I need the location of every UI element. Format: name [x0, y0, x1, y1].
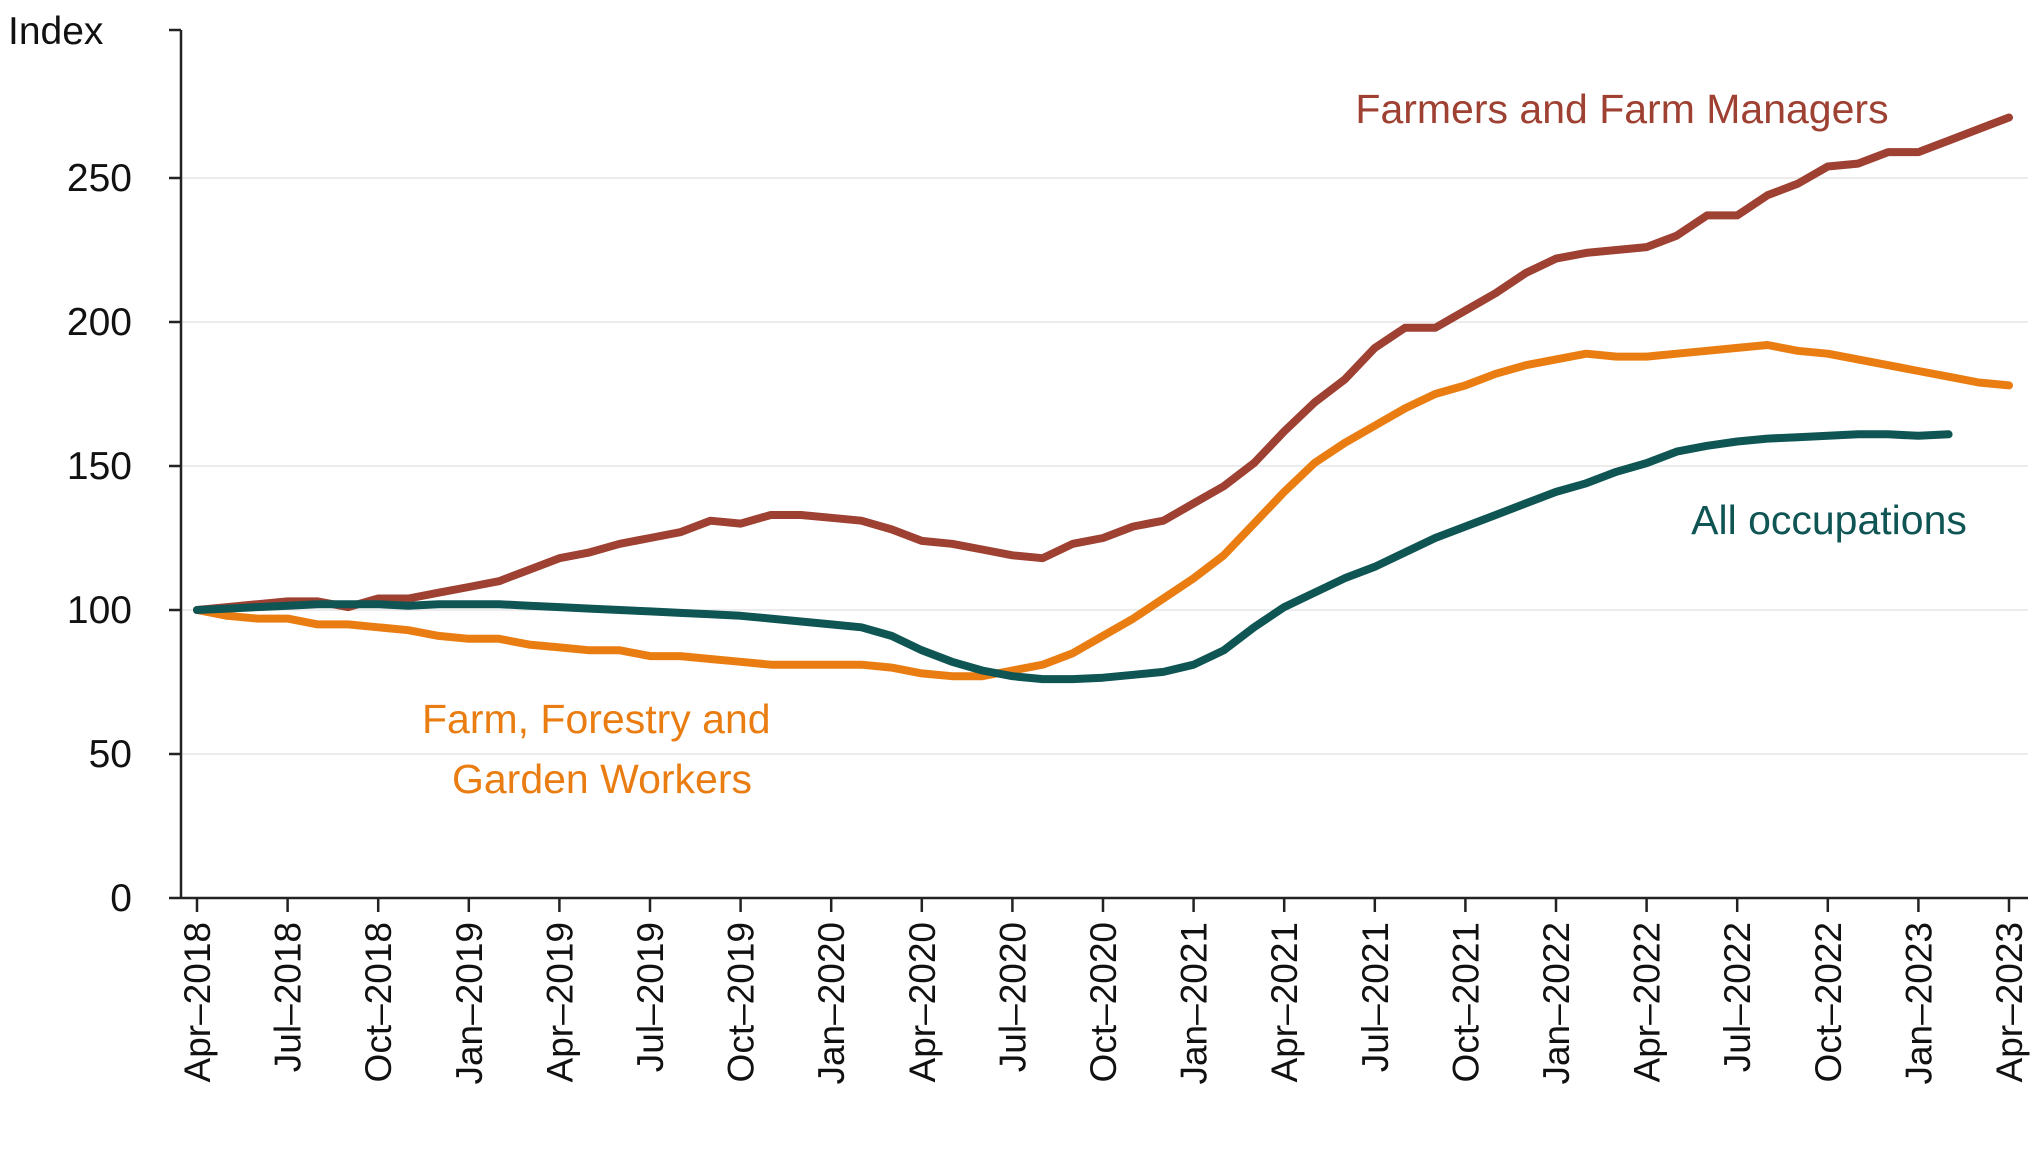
- y-ticks: 0 50 100 150 200 250: [67, 157, 181, 920]
- x-tick-label: Jan–2021: [1174, 922, 1215, 1085]
- x-tick-label: Apr–2018: [177, 922, 218, 1082]
- y-tick-label: 250: [67, 157, 132, 200]
- series-line-farm-forestry-and-garden-workers: [193, 341, 2013, 681]
- x-tick-label: Jan–2019: [449, 922, 490, 1085]
- series-line-farmers-and-farm-managers: [193, 113, 2013, 614]
- x-tick-label: Jul–2020: [992, 922, 1033, 1072]
- y-tick-label: 100: [67, 589, 132, 632]
- x-tick-label: Apr–2021: [1264, 922, 1305, 1082]
- y-tick-label: 150: [67, 445, 132, 488]
- x-tick-label: Jul–2019: [630, 922, 671, 1072]
- x-tick-label: Jan–2020: [811, 922, 852, 1085]
- annotation-all-occupations: All occupations: [1691, 497, 1967, 543]
- x-ticks: Apr–2018 Jul–2018 Oct–2018 Jan–2019 Apr–2019…: [177, 898, 2030, 1085]
- series-annotations: Farmers and Farm Managers Farm, Forestry…: [422, 86, 1967, 802]
- x-tick-label: Apr–2019: [539, 922, 580, 1082]
- x-tick-label: Apr–2022: [1627, 922, 1668, 1082]
- x-tick-label: Apr–2023: [1989, 922, 2030, 1082]
- y-axis-title: Index: [8, 10, 104, 53]
- x-tick-label: Jan–2022: [1536, 922, 1577, 1085]
- x-tick-label: Oct–2020: [1083, 922, 1124, 1082]
- annotation-farmers-and-farm-managers: Farmers and Farm Managers: [1355, 86, 1888, 132]
- axes: Index: [8, 10, 2028, 900]
- x-tick-label: Jan–2023: [1898, 922, 1939, 1085]
- y-tick-label: 50: [89, 733, 132, 776]
- y-tick-label: 200: [67, 301, 132, 344]
- annotation-line-2: Garden Workers: [452, 756, 752, 802]
- annotation-farm-forestry-garden-workers: Farm, Forestry and Garden Workers: [422, 696, 782, 802]
- x-tick-label: Oct–2018: [358, 922, 399, 1082]
- x-tick-label: Jul–2022: [1717, 922, 1758, 1072]
- series-lines: [193, 113, 2013, 684]
- y-tick-label: 0: [110, 877, 132, 920]
- x-tick-label: Oct–2019: [721, 922, 762, 1082]
- x-tick-label: Apr–2020: [902, 922, 943, 1082]
- x-tick-label: Oct–2021: [1445, 922, 1486, 1082]
- gridlines: [181, 177, 2028, 755]
- series-line-all-occupations: [193, 430, 1953, 684]
- x-tick-label: Jul–2021: [1355, 922, 1396, 1072]
- annotation-line-1: Farm, Forestry and: [422, 696, 771, 742]
- x-tick-label: Jul–2018: [268, 922, 309, 1072]
- x-tick-label: Oct–2022: [1808, 922, 1849, 1082]
